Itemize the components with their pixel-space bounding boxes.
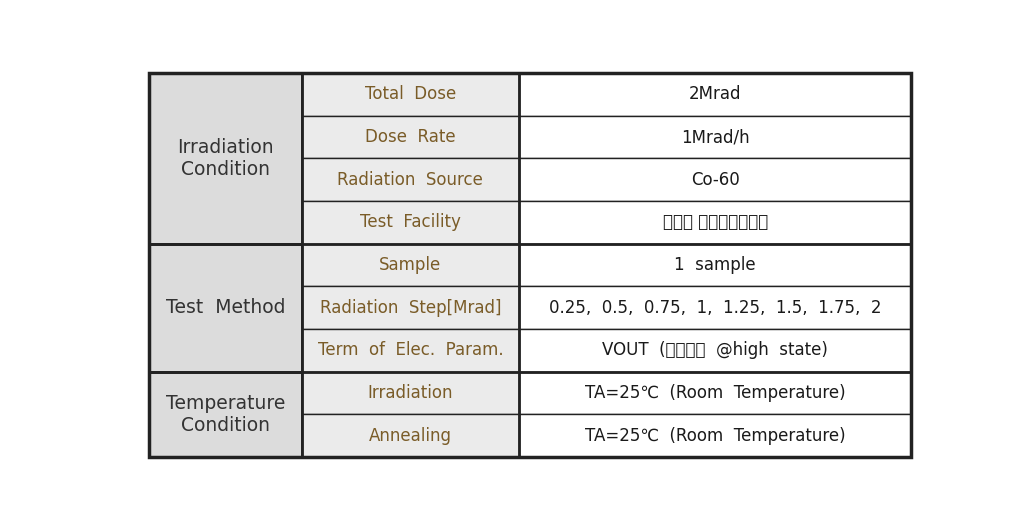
Bar [519, 372, 912, 414]
Text: Irradiation: Irradiation [367, 384, 453, 402]
Text: Co-60: Co-60 [690, 171, 740, 189]
Bar [302, 287, 519, 329]
Bar [519, 414, 912, 457]
Bar [302, 73, 519, 116]
Bar [302, 329, 519, 372]
Bar [302, 116, 519, 159]
Bar [302, 414, 519, 457]
Text: Radiation  Step[Mrad]: Radiation Step[Mrad] [320, 299, 501, 317]
Text: TA=25℃  (Room  Temperature): TA=25℃ (Room Temperature) [585, 384, 846, 402]
Text: Test  Facility: Test Facility [360, 214, 461, 232]
Bar [149, 73, 302, 244]
Text: Sample: Sample [379, 256, 442, 274]
Bar [302, 201, 519, 244]
Bar [302, 244, 519, 287]
Bar [519, 201, 912, 244]
Text: Dose  Rate: Dose Rate [365, 128, 455, 146]
Text: 2Mrad: 2Mrad [689, 86, 741, 103]
Text: Temperature
Condition: Temperature Condition [166, 394, 286, 435]
Bar [519, 244, 912, 287]
Bar [302, 159, 519, 201]
Text: Radiation  Source: Radiation Source [337, 171, 483, 189]
Bar [519, 73, 912, 116]
Text: 고준위 방사선조사장치: 고준위 방사선조사장치 [662, 214, 768, 232]
Bar [149, 244, 302, 372]
Text: VOUT  (피크전압  @high  state): VOUT (피크전압 @high state) [602, 341, 828, 360]
Text: Annealing: Annealing [368, 427, 452, 445]
Text: Total  Dose: Total Dose [364, 86, 456, 103]
Bar [519, 329, 912, 372]
Bar [519, 159, 912, 201]
Text: 0.25,  0.5,  0.75,  1,  1.25,  1.5,  1.75,  2: 0.25, 0.5, 0.75, 1, 1.25, 1.5, 1.75, 2 [549, 299, 882, 317]
Bar [519, 287, 912, 329]
Text: 1Mrad/h: 1Mrad/h [681, 128, 749, 146]
Bar [302, 372, 519, 414]
Text: Term  of  Elec.  Param.: Term of Elec. Param. [318, 341, 503, 360]
Text: TA=25℃  (Room  Temperature): TA=25℃ (Room Temperature) [585, 427, 846, 445]
Bar [519, 116, 912, 159]
Bar [149, 372, 302, 457]
Text: 1  sample: 1 sample [675, 256, 756, 274]
Text: Irradiation
Condition: Irradiation Condition [177, 138, 274, 179]
Text: Test  Method: Test Method [166, 298, 286, 317]
